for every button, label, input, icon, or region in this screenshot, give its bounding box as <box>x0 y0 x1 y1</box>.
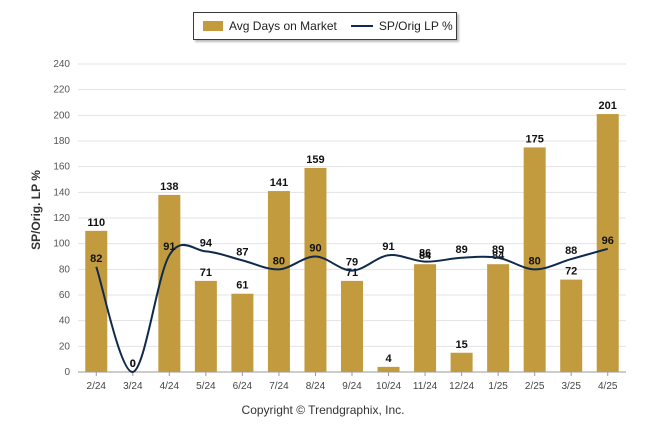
bar-data-label: 201 <box>599 100 617 112</box>
line-data-label: 91 <box>382 241 394 253</box>
x-tick-label: 2/24 <box>87 381 107 392</box>
line-data-label: 87 <box>236 246 248 258</box>
y-tick-label: 180 <box>53 136 70 147</box>
x-tick-label: 10/24 <box>376 381 401 392</box>
bar <box>267 191 290 372</box>
y-tick-label: 220 <box>53 85 70 96</box>
bar-data-label: 84 <box>419 250 432 262</box>
line-data-label: 80 <box>529 255 541 267</box>
bar <box>523 147 546 372</box>
bar-data-label: 61 <box>236 280 248 292</box>
line-data-label: 91 <box>163 241 175 253</box>
legend-item-line[interactable]: SP/Orig LP % <box>337 19 453 33</box>
x-tick-label: 12/24 <box>449 381 474 392</box>
legend-bar-label: Avg Days on Market <box>229 19 337 33</box>
y-tick-label: 160 <box>53 162 70 173</box>
line-data-label: 90 <box>309 243 321 255</box>
line-data-label: 96 <box>602 235 614 247</box>
y-tick-label: 80 <box>59 264 71 275</box>
bar-data-label: 4 <box>385 353 392 365</box>
bar <box>304 167 327 372</box>
y-tick-label: 0 <box>64 367 70 378</box>
x-tick-label: 7/24 <box>269 381 289 392</box>
y-tick-label: 140 <box>53 187 70 198</box>
x-tick-label: 4/25 <box>598 381 618 392</box>
bar <box>341 280 363 372</box>
bar <box>560 279 583 372</box>
line-data-label: 0 <box>130 358 136 370</box>
x-tick-label: 2/25 <box>525 381 545 392</box>
bar-data-label: 71 <box>346 267 358 279</box>
bar-data-label: 71 <box>200 267 212 279</box>
legend-line-swatch <box>350 25 373 27</box>
y-tick-label: 240 <box>53 59 70 70</box>
line-data-label: 89 <box>455 244 467 256</box>
x-tick-label: 11/24 <box>413 381 438 392</box>
line-data-label: 88 <box>565 245 577 257</box>
bar <box>450 352 473 372</box>
y-tick-label: 20 <box>59 341 71 352</box>
line-data-label: 79 <box>346 257 358 269</box>
line-data-label: 80 <box>273 255 285 267</box>
x-tick-label: 8/24 <box>306 381 326 392</box>
bar-data-label: 159 <box>306 154 324 166</box>
bar-data-label: 72 <box>565 266 577 278</box>
line-data-label: 94 <box>200 237 213 249</box>
y-tick-label: 100 <box>53 239 70 250</box>
bar <box>596 114 619 373</box>
series-line <box>95 243 609 373</box>
bar-data-label: 15 <box>455 339 467 351</box>
x-tick-label: 6/24 <box>233 381 253 392</box>
line-data-label: 89 <box>492 244 504 256</box>
legend-item-bars[interactable]: Avg Days on Market <box>194 19 337 33</box>
legend-line-label: SP/Orig LP % <box>378 19 453 33</box>
legend-bar-swatch <box>203 21 223 31</box>
line-data-label: 86 <box>419 248 431 260</box>
bar <box>414 264 437 372</box>
x-tick-label: 1/25 <box>488 381 508 392</box>
bar <box>231 293 254 372</box>
x-tick-label: 4/24 <box>160 381 180 392</box>
y-tick-label: 120 <box>53 213 70 224</box>
bar <box>158 194 181 372</box>
x-tick-label: 3/24 <box>123 381 143 392</box>
bar-data-label: 110 <box>87 217 105 229</box>
x-tick-label: 3/25 <box>561 381 581 392</box>
legend: Avg Days on Market SP/Orig LP % <box>193 12 457 40</box>
x-tick-label: 5/24 <box>196 381 216 392</box>
bar <box>377 366 400 372</box>
bar-data-label: 141 <box>270 177 288 189</box>
y-tick-label: 40 <box>59 316 71 327</box>
copyright-footer: Copyright © Trendgraphix, Inc. <box>241 403 405 417</box>
bar-data-label: 138 <box>160 181 178 193</box>
bar-data-label: 0 <box>130 358 136 370</box>
y-tick-label: 200 <box>53 110 70 121</box>
x-tick-label: 9/24 <box>342 381 362 392</box>
y-tick-label: 60 <box>59 290 71 301</box>
bar <box>85 230 108 372</box>
bar-data-label: 175 <box>525 133 543 145</box>
bar <box>194 280 217 372</box>
bar <box>487 264 510 372</box>
line-data-label: 82 <box>90 253 102 265</box>
